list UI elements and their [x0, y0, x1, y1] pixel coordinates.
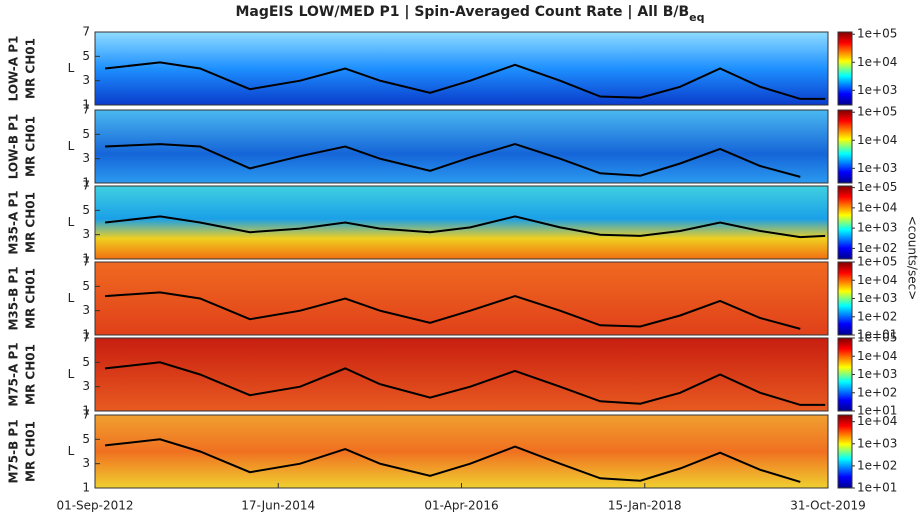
y-tick-label: 1 — [82, 328, 90, 342]
y-tick-label: 1 — [82, 176, 90, 190]
colorbar-tick-label: 1e+04 — [857, 133, 897, 147]
panel-label: M35-B P1 — [7, 266, 21, 330]
panel-label: MR CH01 — [24, 421, 38, 482]
y-tick-label: 3 — [82, 456, 90, 470]
colorbar-tick-label: 1e+03 — [857, 221, 897, 235]
y-axis-label: L — [68, 291, 75, 305]
y-tick-label: 3 — [82, 227, 90, 241]
y-tick-label: 1 — [82, 481, 90, 495]
colorbar-tick-label: 1e+05 — [857, 331, 897, 345]
colorbar-tick-label: 1e+05 — [857, 180, 897, 194]
colorbar-tick-label: 1e+04 — [857, 349, 897, 363]
y-tick-label: 7 — [82, 25, 90, 39]
x-tick-label: 01-Sep-2012 — [56, 499, 133, 513]
plot-frame — [94, 337, 829, 412]
colorbar-tick-label: 1e+02 — [857, 458, 897, 472]
colorbar — [837, 337, 853, 412]
title-text: MagEIS LOW/MED P1 | Spin-Averaged Count … — [235, 4, 689, 20]
y-axis-label: L — [68, 367, 75, 381]
spectrogram-image — [95, 338, 828, 411]
colorbar-tick-label: 1e+01 — [857, 328, 897, 342]
spectrogram-image — [95, 110, 828, 183]
colorbar-tick-label: 1e+02 — [857, 385, 897, 399]
plot-frame — [94, 31, 829, 106]
colorbar — [837, 109, 853, 184]
colorbar — [837, 261, 853, 336]
colorbar-tick-label: 1e+03 — [857, 83, 897, 97]
colorbar-tick-label: 1e+01 — [857, 481, 897, 495]
panel-label: MR CH01 — [24, 192, 38, 253]
panel-label: LOW-B P1 — [7, 114, 21, 180]
x-tick-label: 31-Oct-2019 — [790, 499, 866, 513]
y-tick-label: 5 — [82, 355, 90, 369]
y-tick-label: 7 — [82, 408, 90, 422]
l-shell-line — [104, 61, 826, 100]
l-shell-line — [105, 143, 801, 178]
plot-frame — [94, 109, 829, 184]
panel-label: MR CH01 — [24, 116, 38, 177]
panel-label: MR CH01 — [24, 344, 38, 405]
panel-label: MR CH01 — [24, 268, 38, 329]
panel-label: M75-B P1 — [7, 419, 21, 483]
panel-label: LOW-A P1 — [7, 36, 21, 102]
y-tick-label: 7 — [82, 331, 90, 345]
colorbar-tick-label: 1e+04 — [857, 200, 897, 214]
y-tick-label: 5 — [82, 432, 90, 446]
colorbar — [837, 31, 853, 106]
y-tick-label: 7 — [82, 255, 90, 269]
colorbar-tick-label: 1e+03 — [857, 367, 897, 381]
y-tick-label: 1 — [82, 98, 90, 112]
spectrogram-image — [95, 262, 828, 335]
colorbar — [837, 414, 853, 489]
panel-label: M35-A P1 — [7, 190, 21, 254]
plot-frame — [94, 261, 829, 336]
colorbar-tick-label: 1e+02 — [857, 241, 897, 255]
y-tick-label: 3 — [82, 73, 90, 87]
y-tick-label: 1 — [82, 404, 90, 418]
colorbar-tick-label: 1e+04 — [857, 273, 897, 287]
plot-frame — [94, 185, 829, 260]
l-shell-line — [105, 291, 801, 330]
spectrogram-image — [95, 186, 828, 259]
colorbar-tick-label: 1e+03 — [857, 436, 897, 450]
y-tick-label: 5 — [82, 203, 90, 217]
x-tick-label: 17-Jun-2014 — [241, 499, 315, 513]
l-shell-line — [104, 438, 801, 483]
x-tick-label: 15-Jan-2018 — [608, 499, 682, 513]
panel-label: MR CH01 — [24, 38, 38, 99]
y-tick-label: 1 — [82, 252, 90, 266]
colorbar-tick-label: 1e+05 — [857, 105, 897, 119]
y-tick-label: 5 — [82, 279, 90, 293]
spectrogram-image — [95, 415, 828, 488]
y-axis-label: L — [68, 215, 75, 229]
colorbar-tick-label: 1e+03 — [857, 291, 897, 305]
x-tick-label: 01-Apr-2016 — [424, 499, 498, 513]
y-tick-label: 7 — [82, 179, 90, 193]
colorbar-tick-label: 1e+01 — [857, 404, 897, 418]
colorbar — [837, 185, 853, 260]
y-tick-label: 3 — [82, 379, 90, 393]
l-shell-line — [104, 361, 826, 406]
colorbar-tick-label: 1e+03 — [857, 161, 897, 175]
colorbar-tick-label: 1e+05 — [857, 255, 897, 269]
colorbar-tick-label: 1e+04 — [857, 55, 897, 69]
chart-title: MagEIS LOW/MED P1 | Spin-Averaged Count … — [235, 4, 704, 24]
y-tick-label: 3 — [82, 151, 90, 165]
y-tick-label: 7 — [82, 103, 90, 117]
y-tick-label: 3 — [82, 303, 90, 317]
colorbar-tick-label: 1e+02 — [857, 309, 897, 323]
l-shell-line — [104, 215, 826, 239]
colorbar-tick-label: 1e+04 — [857, 414, 897, 428]
y-tick-label: 5 — [82, 49, 90, 63]
y-axis-label: L — [68, 444, 75, 458]
colorbar-label: <counts/sec> — [906, 216, 920, 301]
title-subscript: eq — [689, 11, 704, 24]
panel-label: M75-A P1 — [7, 342, 21, 406]
spectrogram-image — [95, 32, 828, 105]
y-tick-label: 5 — [82, 127, 90, 141]
colorbar-tick-label: 1e+05 — [857, 27, 897, 41]
y-axis-label: L — [68, 61, 75, 75]
y-axis-label: L — [68, 139, 75, 153]
